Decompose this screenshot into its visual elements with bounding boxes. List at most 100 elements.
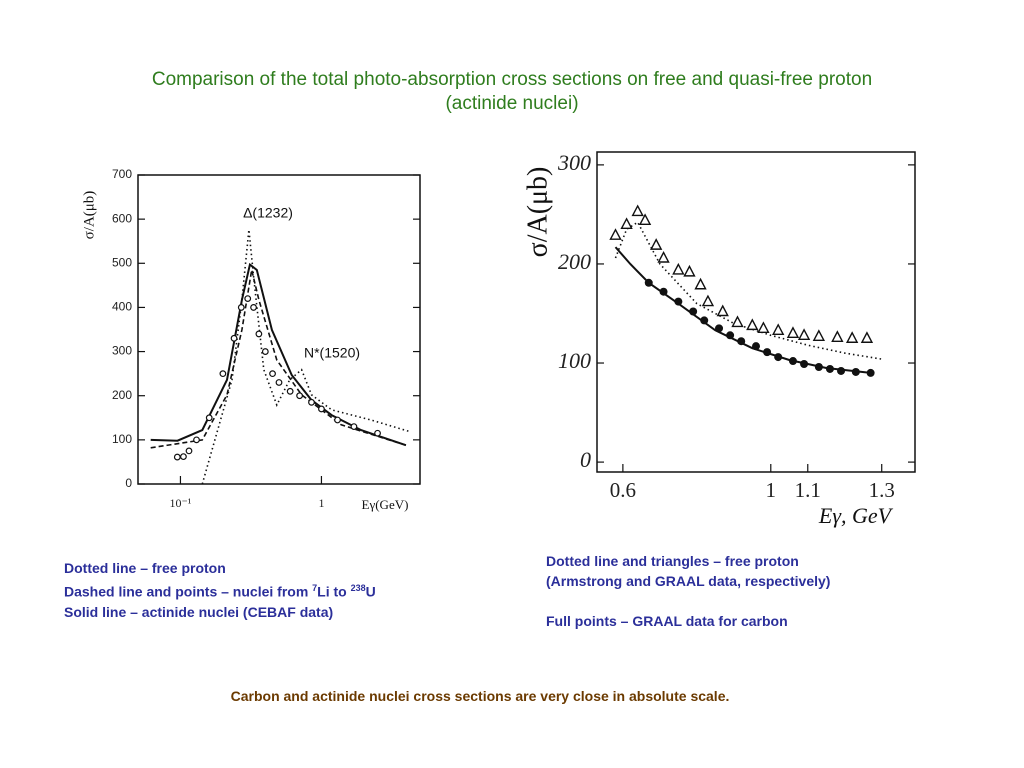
point [296,392,304,400]
point [219,370,227,378]
y-tick-label: 300 [557,150,591,175]
caption-text: Dashed line and points – nuclei from [64,583,313,600]
curve [201,229,412,485]
point [650,238,663,250]
point [866,368,875,377]
caption-line: Solid line – actinide nuclei (CEBAF data… [64,603,334,620]
caption-line: Full points – GRAAL data for carbon [546,613,788,629]
y-tick-label: 100 [558,348,591,373]
point [644,278,653,287]
point [797,328,811,340]
annotation: Δ(1232) [243,205,293,221]
x-tick-label: 1 [766,478,777,502]
y-tick-label: 500 [112,255,132,269]
point [845,331,859,343]
point [731,315,744,328]
point [757,321,770,334]
caption-text: U [365,583,376,600]
x-axis-label: Eγ, GeV [818,503,894,528]
right-caption: Dotted line and triangles – free proton … [546,551,830,631]
point [851,367,860,376]
point [683,264,696,277]
y-tick-label: 0 [580,447,591,472]
point [350,423,358,431]
point [609,228,622,240]
y-tick-label: 200 [112,388,132,402]
x-tick-label: 1 [318,496,324,510]
point [788,357,797,366]
y-tick-label: 200 [558,249,591,274]
point [786,326,800,338]
point [173,453,181,461]
y-tick-label: 400 [112,300,132,314]
point [631,204,644,217]
point [185,447,193,455]
chart: 0 100 200 300 0.6 1 1.1 1.3 σ/A(μb) Eγ, GeV [522,150,916,528]
point [814,362,823,371]
y-tick-label: 700 [112,167,132,181]
x-tick-label: 0.6 [610,478,636,502]
point [620,217,633,230]
point [812,329,826,341]
point [674,297,683,306]
caption-line: (Armstrong and GRAAL data, respectively) [546,573,831,589]
point [657,251,670,263]
point [701,294,715,307]
point [689,307,698,316]
point [825,364,834,373]
point [205,414,213,422]
left-caption: Dotted line – free proton Dashed line an… [64,558,376,622]
y-axis-label: σ/A(μb) [522,167,553,258]
conclusion: Carbon and actinide nuclei cross section… [230,688,730,704]
point [772,323,785,336]
slide-title: Comparison of the total photo-absorption… [0,68,1024,116]
point [318,405,325,413]
point [261,348,269,355]
curve [614,221,882,360]
point [672,262,685,275]
superscript: 238 [350,583,366,593]
point [250,304,257,311]
title-line: (actinide nuclei) [445,93,579,114]
curve [150,269,407,449]
point [746,318,759,331]
point [752,342,760,351]
caption-line: Dashed line and points – nuclei from 7Li… [64,578,376,602]
point [269,370,276,378]
point [237,304,245,311]
x-tick-label: 10⁻¹ [169,496,191,510]
point [180,453,187,461]
caption-text: Li to [317,583,351,600]
title-line: Comparison of the total photo-absorption… [151,69,873,90]
caption-line: Dotted line – free proton [64,560,226,576]
point [286,387,294,395]
point [715,324,724,333]
point [700,316,709,325]
point [193,436,200,444]
point [831,330,844,342]
point [275,379,283,386]
point [737,337,746,346]
y-axis-label: σ/A(μb) [81,191,97,240]
x-tick-label: 1.3 [869,478,895,502]
point [255,330,263,338]
point [244,295,252,303]
point [230,334,238,342]
chart: 0 100 200 300 400 500 600 700 10⁻¹ 1 σ/A(μb) Eγ(GeV… [81,167,421,512]
y-tick-label: 100 [112,432,132,446]
curve [614,246,871,374]
x-tick-label: 1.1 [795,478,821,502]
x-axis-label: Eγ(GeV) [362,497,409,512]
plot-frame [137,174,421,485]
point [694,277,707,290]
point [334,416,341,424]
point [763,348,772,357]
y-tick-label: 300 [112,344,132,358]
plot-frame [596,151,916,473]
superscript: 7 [312,583,318,593]
point [800,360,809,369]
y-tick-label: 0 [125,476,132,490]
curve [150,262,407,447]
point [659,287,668,296]
